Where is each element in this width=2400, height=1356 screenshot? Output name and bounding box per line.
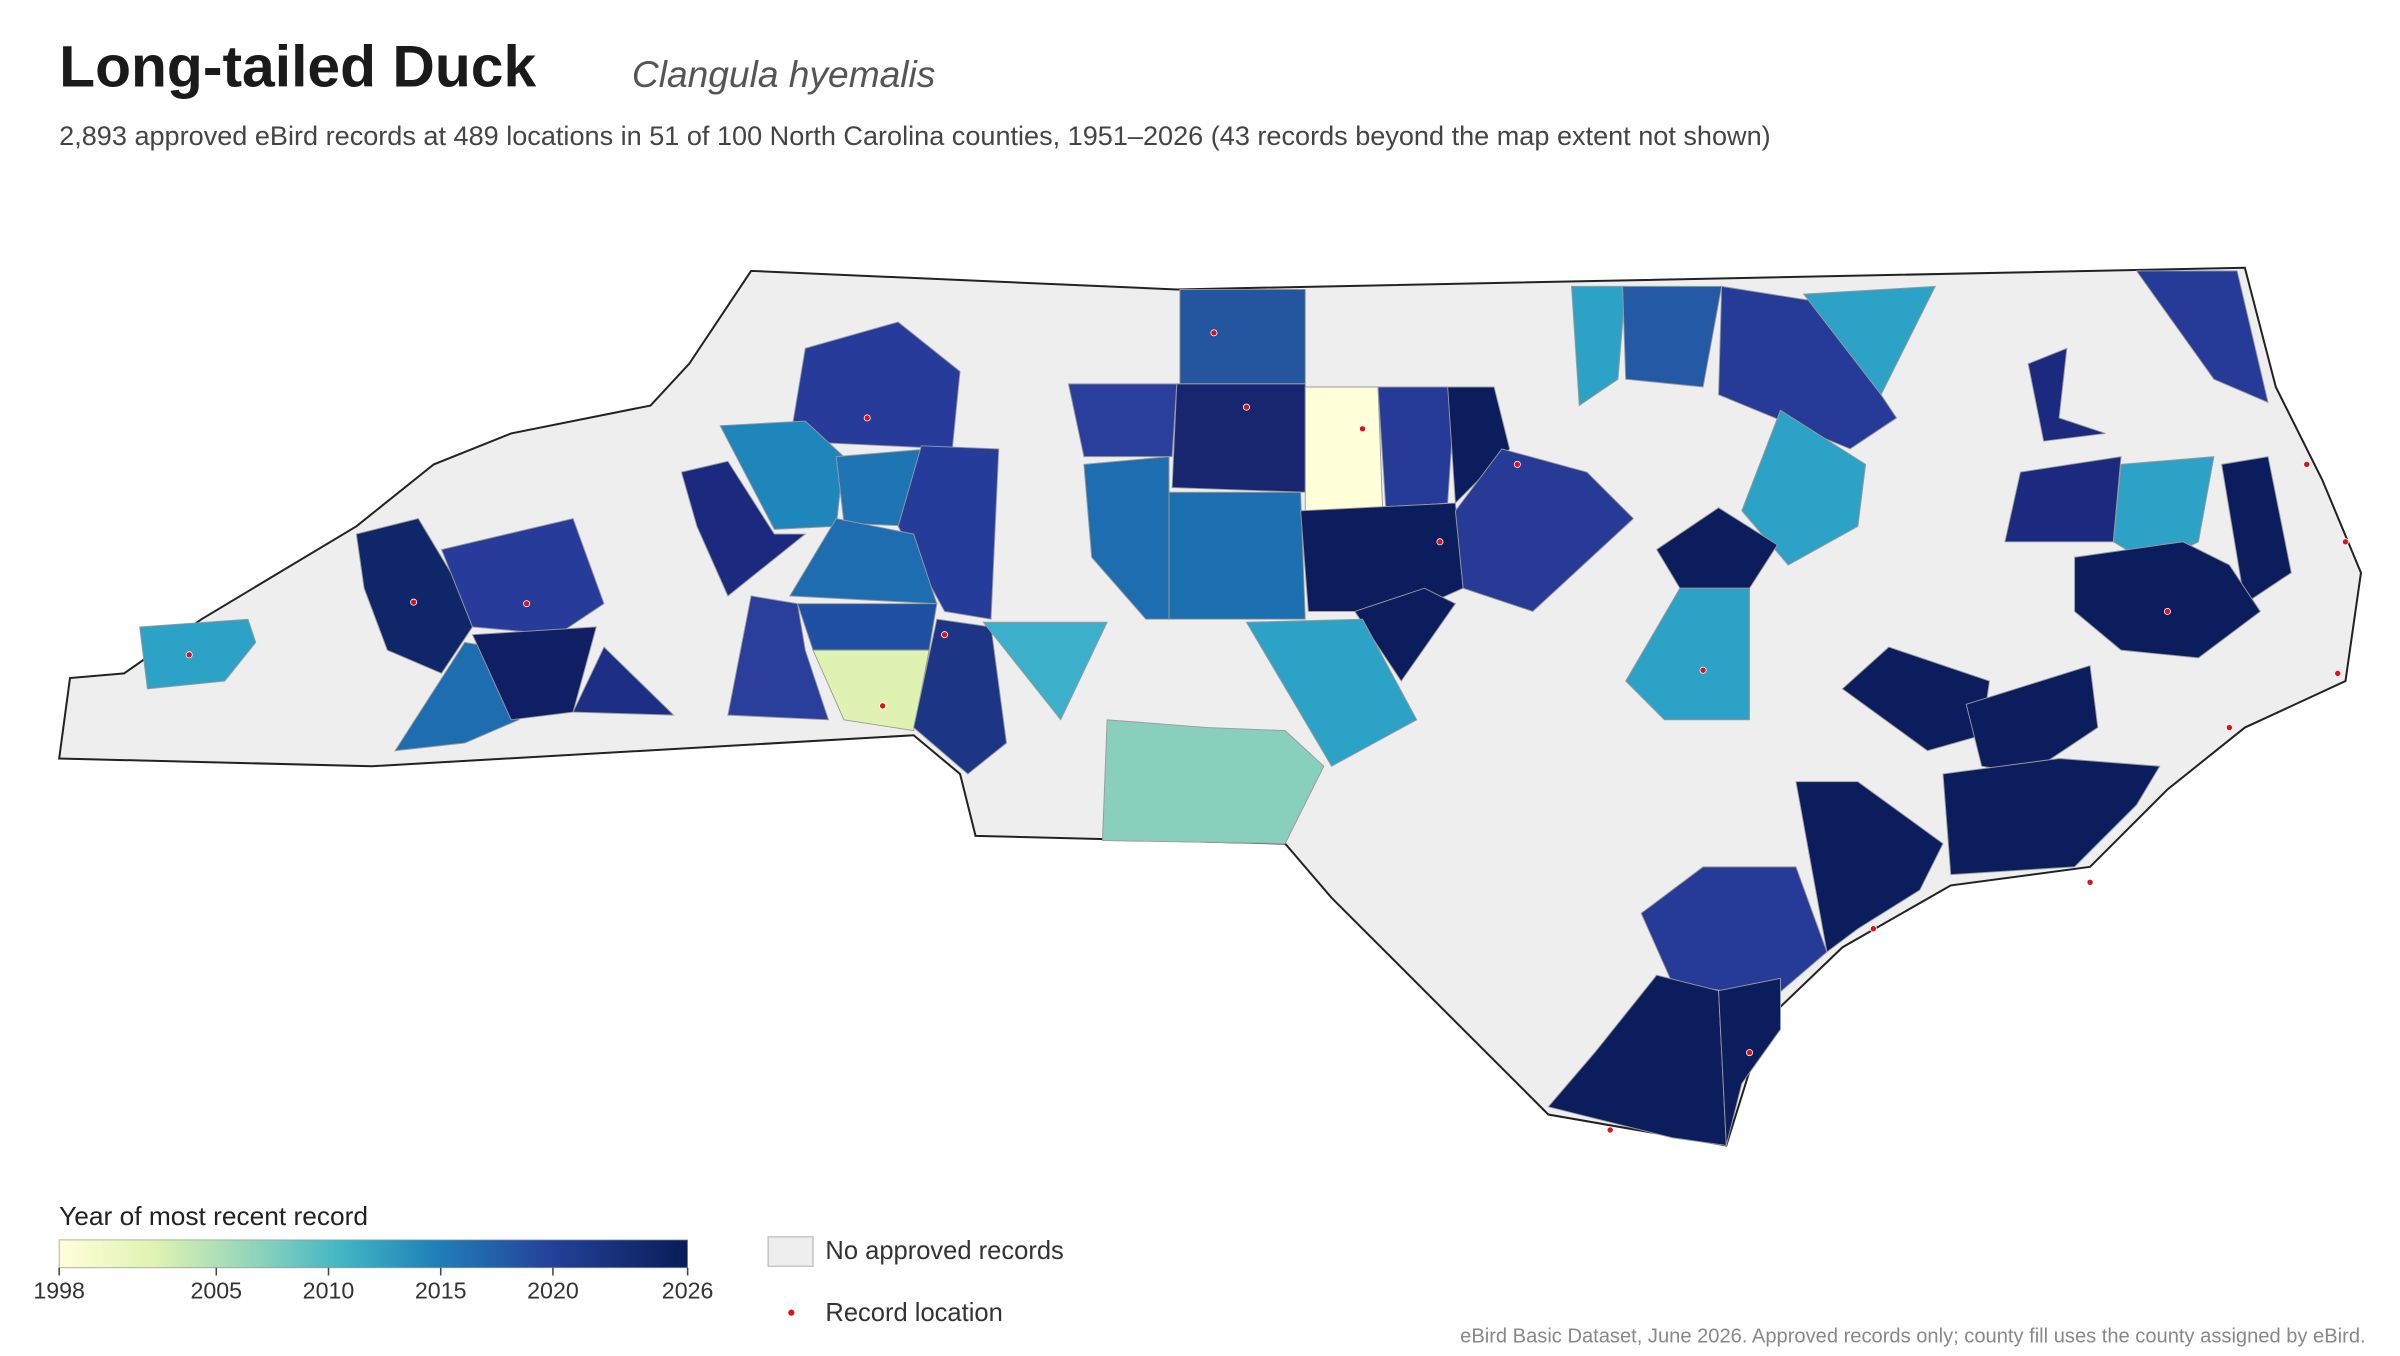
legend-item: Record location: [825, 1299, 1002, 1327]
county: [139, 618, 257, 690]
record-dot: [1606, 1126, 1614, 1134]
record-dot: [185, 651, 193, 659]
record-dot: [1513, 460, 1521, 468]
colorbar-tick-label: 2026: [662, 1278, 714, 1304]
record-dot: [2163, 607, 2171, 615]
county: [788, 518, 938, 605]
record-dots: [185, 329, 2349, 1134]
record-dot: [523, 600, 531, 608]
county: [2074, 541, 2261, 659]
subtitle: 2,893 approved eBird records at 489 loca…: [59, 120, 1771, 151]
county: [680, 460, 807, 597]
county: [913, 618, 1008, 775]
record-dot: [1436, 538, 1444, 546]
county: [1168, 491, 1306, 620]
legend-title: Year of most recent record: [59, 1201, 368, 1231]
county: [1354, 587, 1457, 682]
record-dot: [2334, 669, 2342, 677]
county: [1245, 618, 1418, 767]
county: [1067, 383, 1178, 458]
record-dot: [2225, 724, 2233, 732]
county: [1377, 386, 1456, 509]
colorbar-tick-label: 2015: [415, 1278, 467, 1304]
county: [1718, 285, 1898, 450]
county: [1625, 587, 1750, 721]
county: [812, 649, 930, 732]
county: [1802, 285, 1937, 396]
colorbar-ticks: 1998 2005 2010 2015 2020 2026: [33, 1267, 714, 1304]
county: [2135, 270, 2269, 404]
state-map: [58, 266, 2362, 1147]
record-dot: [1699, 666, 1707, 674]
colorbar-tick-label: 2020: [527, 1278, 579, 1304]
record-dot: [1242, 403, 1250, 411]
record-dot: [1210, 329, 1218, 337]
no-record-swatch: [767, 1236, 814, 1267]
county: [1101, 719, 1325, 845]
county: [1304, 386, 1384, 512]
county: [1656, 507, 1779, 589]
record-dot: [1869, 925, 1877, 933]
county: [572, 646, 675, 716]
county: [1179, 289, 1306, 385]
legend-item: No approved records: [825, 1237, 1063, 1265]
record-dot: [2303, 460, 2311, 468]
county: [1965, 665, 2099, 775]
county: [1718, 977, 1781, 1146]
county: [796, 603, 938, 651]
species-name: Clangula hyemalis: [632, 53, 935, 95]
record-dot: [2086, 878, 2094, 886]
county: [1741, 409, 1867, 566]
county: [2221, 456, 2292, 605]
colorbar-tick-label: 1998: [33, 1278, 85, 1304]
county: [440, 518, 605, 636]
county: [355, 518, 473, 674]
record-dot: [879, 702, 887, 710]
county: [1571, 285, 1627, 407]
record-swatch: [788, 1309, 795, 1316]
colorbar-tick-label: 2010: [303, 1278, 355, 1304]
county: [1447, 386, 1511, 505]
county: [1454, 448, 1635, 612]
record-dot: [941, 631, 949, 639]
record-dot: [1746, 1049, 1754, 1057]
record-dot: [410, 598, 418, 606]
title: Long-tailed Duck: [59, 35, 536, 100]
county: [1083, 456, 1170, 620]
county: [2027, 347, 2106, 442]
county: [1942, 758, 2161, 876]
county: [1622, 285, 1723, 388]
record-dot: [863, 414, 871, 422]
county: [897, 445, 1000, 620]
county: [1171, 383, 1306, 493]
record-dot: [2341, 538, 2349, 546]
footer-note: eBird Basic Dataset, June 2026. Approved…: [1460, 1326, 2365, 1348]
colorbar: [58, 1239, 689, 1269]
colorbar-tick-label: 2005: [190, 1278, 242, 1304]
county: [982, 621, 1108, 721]
county: [727, 595, 830, 721]
record-dot: [1359, 425, 1367, 433]
